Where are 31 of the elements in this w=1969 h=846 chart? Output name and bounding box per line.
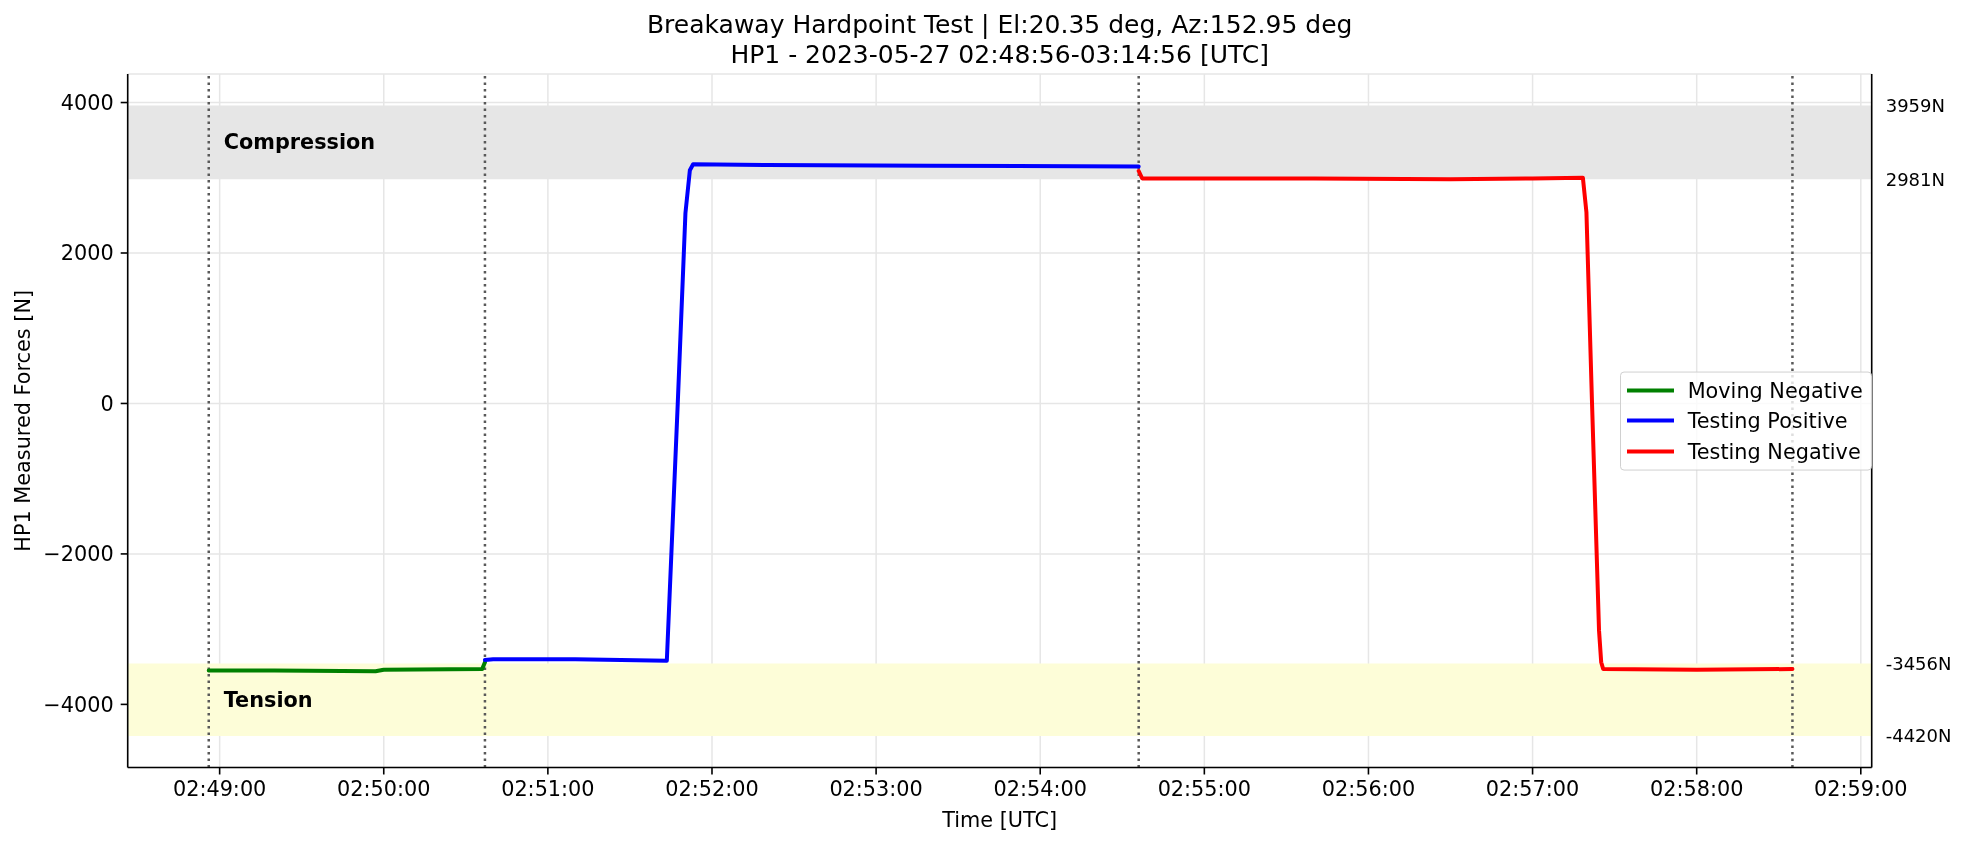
band-label: Compression <box>223 130 376 155</box>
legend-label: Moving Negative <box>1687 378 1863 403</box>
x-tick-label: 02:57:00 <box>1485 777 1580 802</box>
x-tick-label: 02:52:00 <box>665 777 759 802</box>
legend-label: Testing Negative <box>1687 439 1861 464</box>
y-tick-label: 0 <box>100 391 114 416</box>
y2-tick-label: 3959N <box>1885 95 1945 117</box>
x-tick-label: 02:49:00 <box>172 777 267 802</box>
x-tick-label: 02:53:00 <box>829 777 923 802</box>
chart-title: Breakaway Hardpoint Test | El:20.35 deg, Az:152.95 deg <box>645 10 1354 40</box>
x-axis-title: Time [UTC] <box>941 807 1058 832</box>
legend-label: Testing Positive <box>1687 408 1848 433</box>
line-series <box>206 660 487 674</box>
band-label: Tension <box>223 687 313 712</box>
x-tick-label: 02:54:00 <box>993 777 1087 802</box>
y-tick-label: −4000 <box>43 692 114 717</box>
y2-tick-label: -3456N <box>1885 652 1952 674</box>
y-tick-label: 4000 <box>60 90 114 115</box>
chart-subtitle: HP1 - 2023-05-27 02:48:56-03:14:56 [UTC] <box>729 40 1270 70</box>
x-tick-label: 02:50:00 <box>337 777 431 802</box>
y-axis-title: HP1 Measured Forces [N] <box>11 289 36 552</box>
y2-tick-label: 2981N <box>1885 168 1945 190</box>
y-tick-label: −2000 <box>43 542 114 567</box>
line-series <box>482 162 1141 663</box>
x-tick-label: 02:58:00 <box>1649 777 1744 802</box>
x-tick-label: 02:55:00 <box>1157 777 1252 802</box>
x-tick-label: 02:56:00 <box>1321 777 1416 802</box>
x-tick-label: 02:59:00 <box>1814 777 1908 802</box>
y-tick-label: 2000 <box>60 241 114 266</box>
x-tick-label: 02:51:00 <box>501 777 595 802</box>
y2-tick-label: -4420N <box>1885 725 1952 747</box>
